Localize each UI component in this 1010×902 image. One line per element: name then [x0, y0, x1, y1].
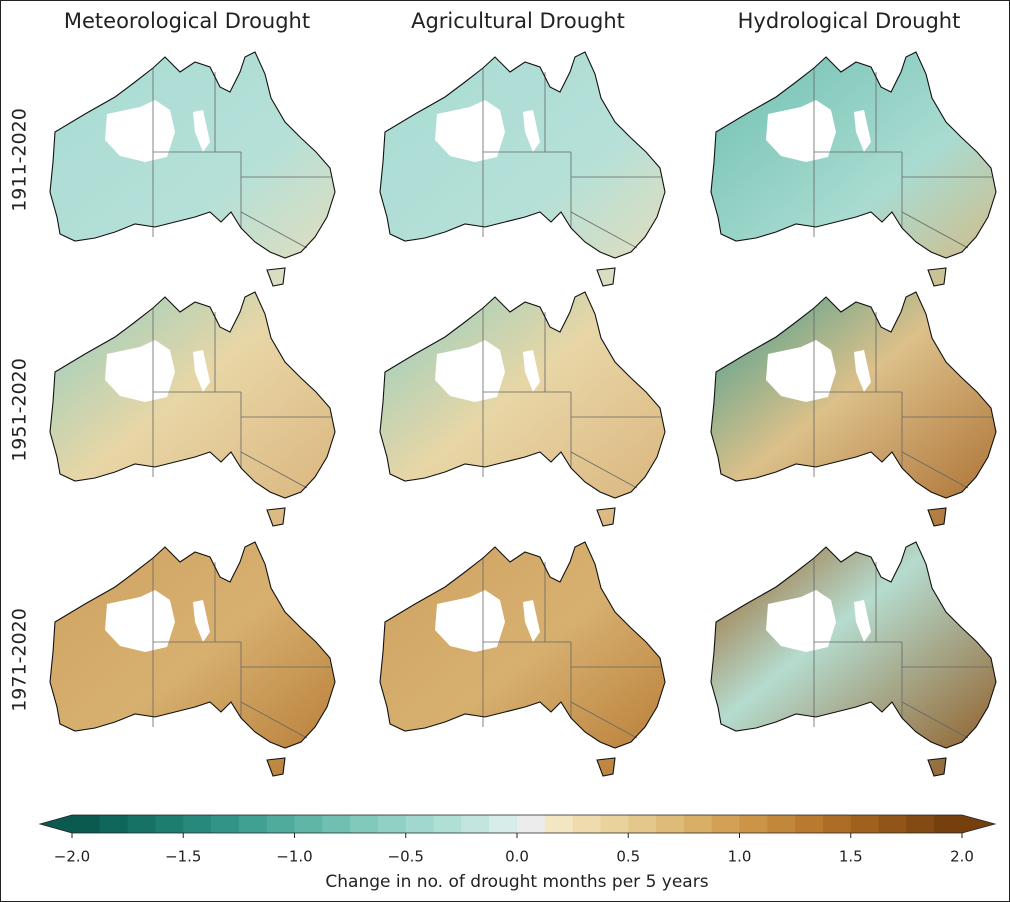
colorbar-bin: [99, 815, 129, 833]
tick-label: 1.0: [728, 848, 752, 866]
row-label: 1971-2020: [9, 608, 31, 712]
colorbar-bin: [683, 815, 713, 833]
colorbar-bin: [238, 815, 268, 833]
colorbar-extend: [962, 815, 995, 833]
row-label: 1911-2020: [9, 108, 31, 212]
colorbar-bin: [544, 815, 574, 833]
colorbar-bin: [795, 815, 824, 833]
colorbar-bin: [850, 815, 880, 833]
colorbar-bin: [350, 815, 379, 833]
colorbar-bin: [739, 815, 768, 833]
colorbar-bin: [72, 815, 101, 833]
colorbar-bin: [461, 815, 490, 833]
colorbar-bin: [405, 815, 435, 833]
colorbar-bin: [183, 815, 212, 833]
colorbar: −2.0 −1.5 −1.0 −0.5 0.0 0.5 1.0 1.5 2.0: [38, 814, 997, 866]
colorbar-bin: [822, 815, 852, 833]
colorbar-label: Change in no. of drought months per 5 ye…: [325, 872, 708, 892]
tick-label: −1.0: [276, 848, 312, 866]
colorbar-bin: [628, 815, 657, 833]
colorbar-bin: [572, 815, 601, 833]
tick-label: 2.0: [950, 848, 974, 866]
column-title: Hydrological Drought: [738, 9, 961, 33]
tick-label: −2.0: [54, 848, 90, 866]
colorbar-bin: [711, 815, 740, 833]
colorbar-bin: [322, 815, 351, 833]
colorbar-bin: [127, 815, 156, 833]
colorbar-bin: [517, 815, 546, 833]
tick-label: −1.5: [165, 848, 201, 866]
colorbar-bin: [433, 815, 462, 833]
colorbar-bin: [155, 815, 184, 833]
column-title: Meteorological Drought: [64, 9, 310, 33]
tick-label: 1.5: [839, 848, 863, 866]
colorbar-bin: [600, 815, 629, 833]
colorbar-bin: [377, 815, 407, 833]
tick-label: −0.5: [388, 848, 424, 866]
colorbar-bin: [767, 815, 796, 833]
colorbar-bin: [934, 815, 963, 833]
colorbar-bin: [906, 815, 935, 833]
colorbar-bin: [489, 815, 518, 833]
colorbar-bin: [294, 815, 323, 833]
tick-label: 0.0: [505, 848, 529, 866]
colorbar-extend: [40, 815, 72, 833]
row-label: 1951-2020: [9, 358, 31, 462]
colorbar-bin: [656, 815, 685, 833]
colorbar-bin: [878, 815, 907, 833]
column-title: Agricultural Drought: [411, 9, 625, 33]
tick-label: 0.5: [616, 848, 640, 866]
colorbar-bin: [211, 815, 240, 833]
colorbar-bin: [266, 815, 295, 833]
